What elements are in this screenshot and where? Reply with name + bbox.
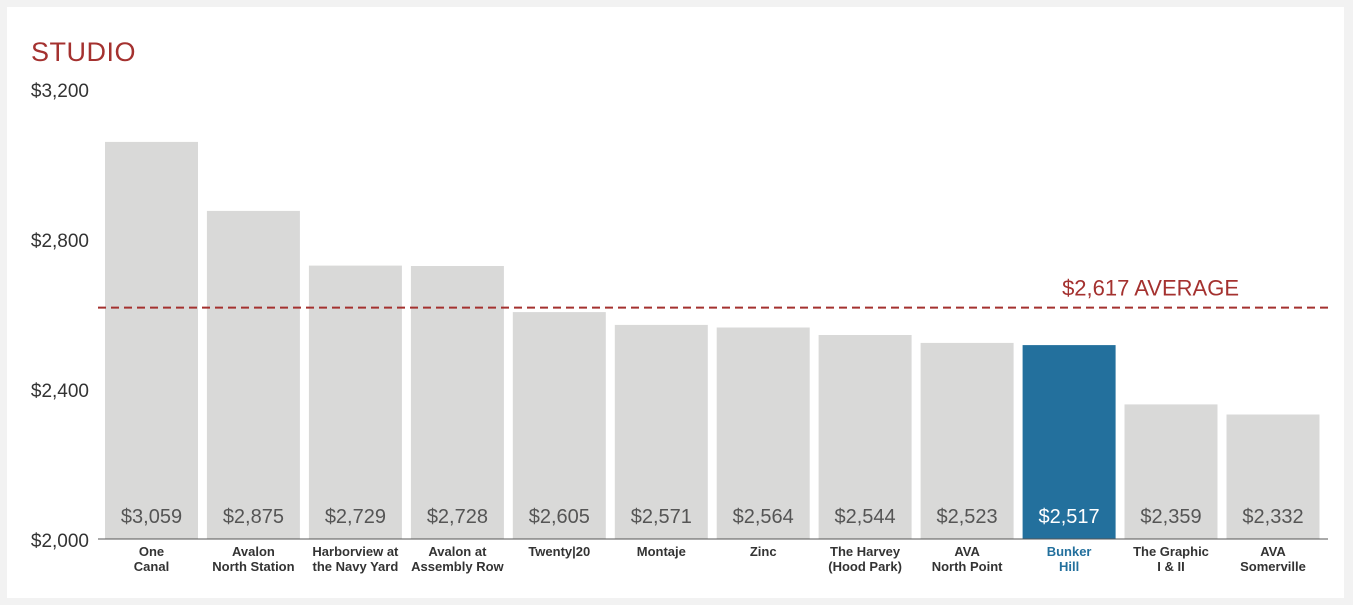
y-tick-label: $2,000 [31, 531, 89, 552]
category-label: Zinc [750, 544, 777, 559]
category-label: Montaje [637, 544, 686, 559]
bar-value-label: $2,875 [223, 506, 284, 528]
bar [716, 327, 810, 539]
y-tick-label: $3,200 [31, 81, 89, 102]
bar-value-label: $2,564 [733, 506, 794, 528]
bar-value-label: $2,517 [1039, 506, 1100, 528]
category-label: Avalon at [428, 544, 487, 559]
average-label: $2,617 AVERAGE [1062, 276, 1239, 301]
chart-title: STUDIO [31, 37, 137, 67]
bar [920, 342, 1014, 539]
bar [1022, 345, 1116, 539]
bar-value-label: $2,605 [529, 506, 590, 528]
category-label: (Hood Park) [828, 559, 902, 574]
category-label: Assembly Row [411, 559, 504, 574]
category-label: North Point [932, 559, 1003, 574]
category-label: AVA [1260, 544, 1286, 559]
bar [308, 265, 402, 539]
bar-value-label: $2,544 [835, 506, 896, 528]
bar-value-label: $2,332 [1242, 506, 1303, 528]
bar-value-label: $2,571 [631, 506, 692, 528]
category-label: The Graphic [1133, 544, 1209, 559]
bar-value-label: $3,059 [121, 506, 182, 528]
category-label: Canal [134, 559, 169, 574]
category-label: Bunker [1047, 544, 1092, 559]
category-label: Somerville [1240, 559, 1306, 574]
category-label: I & II [1157, 559, 1184, 574]
bar [1226, 414, 1320, 539]
category-label: Hill [1059, 559, 1079, 574]
bar-value-label: $2,523 [937, 506, 998, 528]
bar [512, 312, 606, 539]
bar [1124, 404, 1218, 539]
bar-value-label: $2,729 [325, 506, 386, 528]
chart-card: STUDIO $2,000 $2,400 $2,800 $3,200 $3,059 One… [7, 7, 1344, 598]
category-label: Harborview at [312, 544, 399, 559]
category-label: Twenty|20 [528, 544, 590, 559]
bar-value-label: $2,359 [1140, 506, 1201, 528]
y-tick-label: $2,800 [31, 231, 89, 252]
bar-value-label: $2,728 [427, 506, 488, 528]
y-tick-label: $2,400 [31, 381, 89, 402]
bar [206, 210, 300, 539]
bar [105, 141, 198, 539]
category-label: the Navy Yard [313, 559, 399, 574]
category-label: One [139, 544, 164, 559]
category-label: The Harvey [830, 544, 901, 559]
category-label: Avalon [232, 544, 275, 559]
category-label: AVA [954, 544, 980, 559]
bar [410, 266, 504, 539]
category-label: North Station [212, 559, 294, 574]
bar [614, 324, 708, 539]
bar [818, 335, 912, 539]
